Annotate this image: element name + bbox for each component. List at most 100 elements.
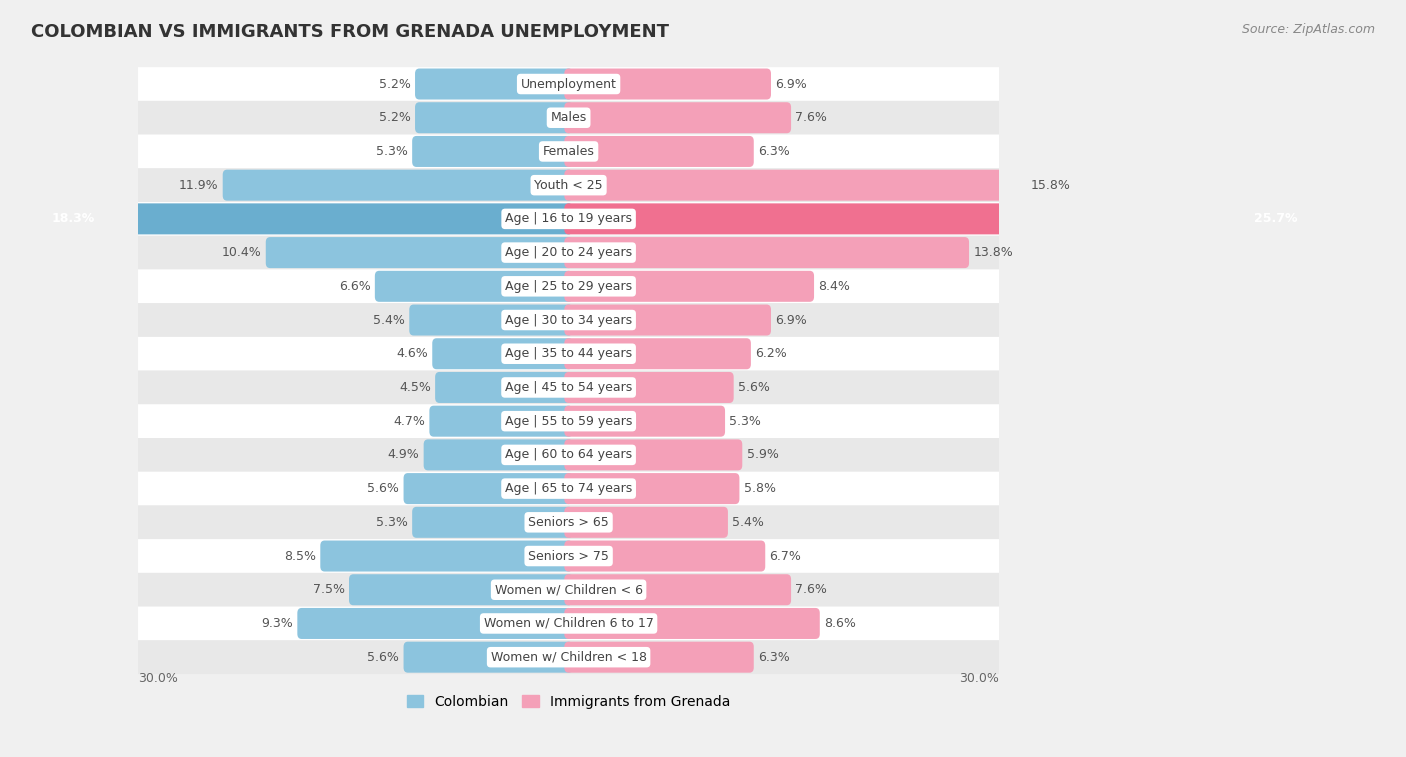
Legend: Colombian, Immigrants from Grenada: Colombian, Immigrants from Grenada [401, 689, 737, 714]
Text: 9.3%: 9.3% [262, 617, 292, 630]
Text: 4.6%: 4.6% [396, 347, 427, 360]
FancyBboxPatch shape [564, 69, 770, 99]
Text: 18.3%: 18.3% [52, 213, 96, 226]
FancyBboxPatch shape [564, 575, 792, 606]
FancyBboxPatch shape [409, 304, 572, 335]
Text: Females: Females [543, 145, 595, 158]
Text: 8.4%: 8.4% [818, 280, 851, 293]
Text: 5.6%: 5.6% [367, 651, 399, 664]
Text: 6.7%: 6.7% [769, 550, 801, 562]
FancyBboxPatch shape [138, 202, 1000, 235]
FancyBboxPatch shape [564, 271, 814, 302]
FancyBboxPatch shape [564, 608, 820, 639]
Text: Age | 45 to 54 years: Age | 45 to 54 years [505, 381, 633, 394]
FancyBboxPatch shape [266, 237, 572, 268]
Text: 6.9%: 6.9% [775, 77, 807, 91]
Text: Age | 65 to 74 years: Age | 65 to 74 years [505, 482, 633, 495]
Text: 10.4%: 10.4% [222, 246, 262, 259]
Text: 6.3%: 6.3% [758, 651, 790, 664]
FancyBboxPatch shape [222, 170, 572, 201]
FancyBboxPatch shape [564, 540, 765, 572]
FancyBboxPatch shape [432, 338, 572, 369]
Text: Women w/ Children < 18: Women w/ Children < 18 [491, 651, 647, 664]
Text: 8.5%: 8.5% [284, 550, 316, 562]
Text: Seniors > 65: Seniors > 65 [529, 516, 609, 529]
Text: Source: ZipAtlas.com: Source: ZipAtlas.com [1241, 23, 1375, 36]
FancyBboxPatch shape [138, 438, 1000, 472]
Text: Age | 25 to 29 years: Age | 25 to 29 years [505, 280, 633, 293]
FancyBboxPatch shape [412, 136, 572, 167]
Text: 6.9%: 6.9% [775, 313, 807, 326]
Text: Women w/ Children 6 to 17: Women w/ Children 6 to 17 [484, 617, 654, 630]
Text: 7.6%: 7.6% [796, 583, 827, 597]
FancyBboxPatch shape [138, 101, 1000, 135]
Text: 5.8%: 5.8% [744, 482, 776, 495]
FancyBboxPatch shape [321, 540, 572, 572]
Text: Age | 60 to 64 years: Age | 60 to 64 years [505, 448, 633, 461]
FancyBboxPatch shape [349, 575, 572, 606]
FancyBboxPatch shape [404, 473, 572, 504]
Text: Age | 16 to 19 years: Age | 16 to 19 years [505, 213, 633, 226]
FancyBboxPatch shape [564, 473, 740, 504]
Text: Seniors > 75: Seniors > 75 [529, 550, 609, 562]
FancyBboxPatch shape [415, 69, 572, 99]
Text: COLOMBIAN VS IMMIGRANTS FROM GRENADA UNEMPLOYMENT: COLOMBIAN VS IMMIGRANTS FROM GRENADA UNE… [31, 23, 669, 41]
FancyBboxPatch shape [39, 204, 572, 235]
FancyBboxPatch shape [138, 404, 1000, 438]
Text: 5.4%: 5.4% [733, 516, 763, 529]
Text: 25.7%: 25.7% [1254, 213, 1298, 226]
FancyBboxPatch shape [564, 372, 734, 403]
Text: 5.3%: 5.3% [375, 145, 408, 158]
Text: 5.3%: 5.3% [375, 516, 408, 529]
Text: 5.3%: 5.3% [730, 415, 761, 428]
FancyBboxPatch shape [434, 372, 572, 403]
FancyBboxPatch shape [564, 338, 751, 369]
FancyBboxPatch shape [138, 539, 1000, 573]
FancyBboxPatch shape [412, 506, 572, 537]
Text: 6.2%: 6.2% [755, 347, 787, 360]
FancyBboxPatch shape [429, 406, 572, 437]
Text: 8.6%: 8.6% [824, 617, 856, 630]
FancyBboxPatch shape [564, 304, 770, 335]
Text: 5.2%: 5.2% [378, 111, 411, 124]
FancyBboxPatch shape [375, 271, 572, 302]
Text: 7.5%: 7.5% [312, 583, 344, 597]
FancyBboxPatch shape [564, 170, 1026, 201]
FancyBboxPatch shape [297, 608, 572, 639]
FancyBboxPatch shape [138, 640, 1000, 674]
Text: Women w/ Children < 6: Women w/ Children < 6 [495, 583, 643, 597]
Text: 4.5%: 4.5% [399, 381, 430, 394]
Text: 30.0%: 30.0% [138, 671, 179, 684]
Text: Males: Males [551, 111, 586, 124]
Text: 5.6%: 5.6% [367, 482, 399, 495]
Text: 6.6%: 6.6% [339, 280, 371, 293]
FancyBboxPatch shape [138, 168, 1000, 202]
FancyBboxPatch shape [138, 67, 1000, 101]
FancyBboxPatch shape [138, 269, 1000, 303]
FancyBboxPatch shape [404, 642, 572, 673]
FancyBboxPatch shape [564, 204, 1310, 235]
Text: Youth < 25: Youth < 25 [534, 179, 603, 192]
Text: 7.6%: 7.6% [796, 111, 827, 124]
FancyBboxPatch shape [138, 472, 1000, 506]
Text: 5.2%: 5.2% [378, 77, 411, 91]
Text: Unemployment: Unemployment [520, 77, 617, 91]
FancyBboxPatch shape [138, 506, 1000, 539]
Text: 13.8%: 13.8% [973, 246, 1014, 259]
Text: Age | 35 to 44 years: Age | 35 to 44 years [505, 347, 633, 360]
FancyBboxPatch shape [564, 439, 742, 470]
FancyBboxPatch shape [138, 606, 1000, 640]
Text: Age | 30 to 34 years: Age | 30 to 34 years [505, 313, 633, 326]
Text: 4.7%: 4.7% [394, 415, 425, 428]
Text: Age | 20 to 24 years: Age | 20 to 24 years [505, 246, 633, 259]
FancyBboxPatch shape [564, 642, 754, 673]
Text: Age | 55 to 59 years: Age | 55 to 59 years [505, 415, 633, 428]
FancyBboxPatch shape [564, 506, 728, 537]
FancyBboxPatch shape [415, 102, 572, 133]
FancyBboxPatch shape [138, 573, 1000, 606]
FancyBboxPatch shape [564, 102, 792, 133]
FancyBboxPatch shape [138, 303, 1000, 337]
Text: 5.9%: 5.9% [747, 448, 779, 461]
Text: 30.0%: 30.0% [959, 671, 998, 684]
FancyBboxPatch shape [564, 237, 969, 268]
